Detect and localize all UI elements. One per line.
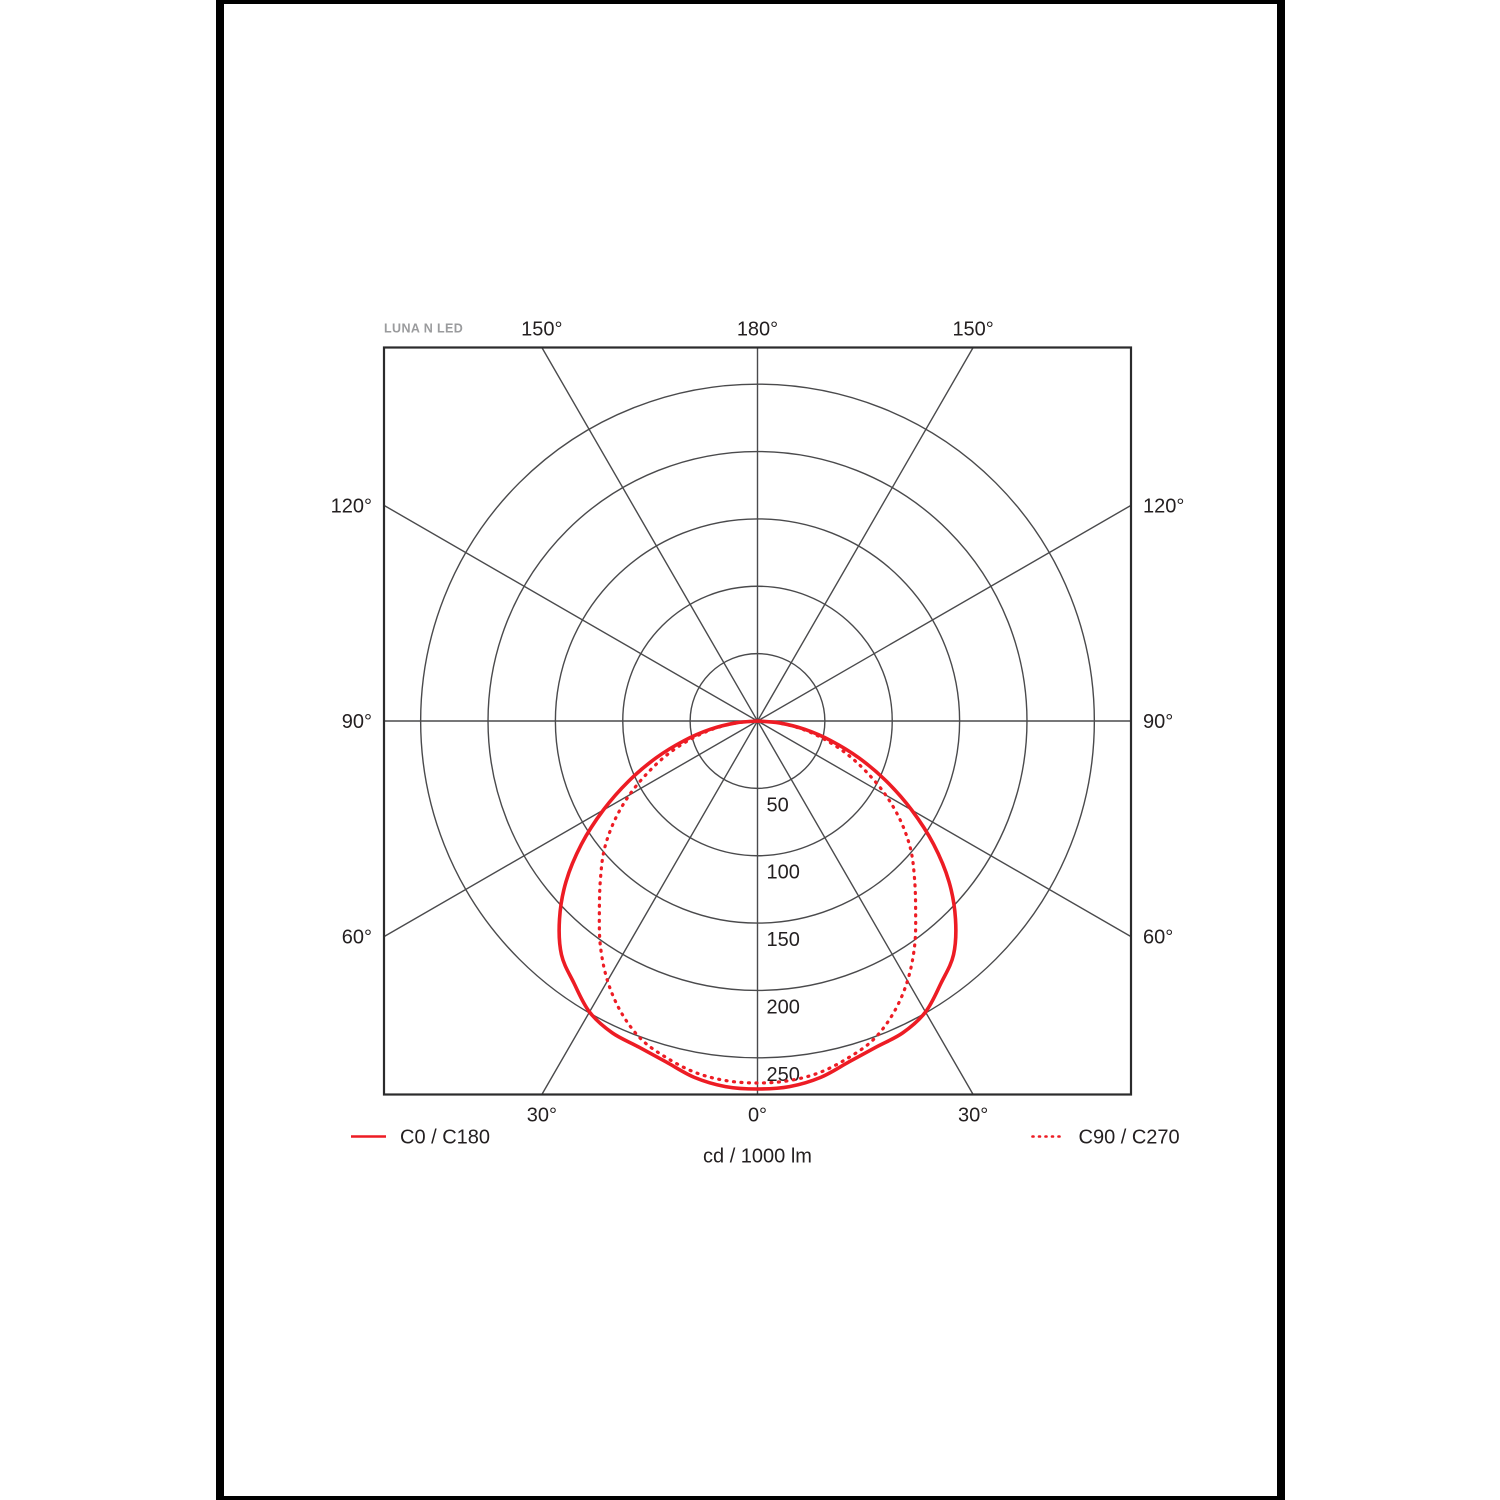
svg-text:30°: 30° bbox=[958, 1105, 988, 1127]
svg-text:0°: 0° bbox=[748, 1105, 767, 1127]
svg-text:30°: 30° bbox=[527, 1105, 557, 1127]
svg-text:90°: 90° bbox=[342, 711, 372, 733]
svg-text:60°: 60° bbox=[1143, 927, 1173, 949]
svg-text:150: 150 bbox=[767, 929, 800, 951]
svg-text:90°: 90° bbox=[1143, 711, 1173, 733]
svg-text:50: 50 bbox=[767, 794, 789, 816]
svg-text:C90 / C270: C90 / C270 bbox=[1079, 1127, 1180, 1149]
svg-text:150°: 150° bbox=[521, 319, 562, 341]
svg-text:60°: 60° bbox=[342, 927, 372, 949]
svg-text:150°: 150° bbox=[952, 319, 993, 341]
svg-text:180°: 180° bbox=[737, 319, 778, 341]
svg-text:120°: 120° bbox=[331, 495, 372, 517]
svg-text:C0 / C180: C0 / C180 bbox=[400, 1127, 490, 1149]
svg-text:100: 100 bbox=[767, 862, 800, 884]
svg-text:200: 200 bbox=[767, 996, 800, 1018]
svg-text:LUNA N LED: LUNA N LED bbox=[384, 322, 463, 336]
svg-text:120°: 120° bbox=[1143, 495, 1184, 517]
svg-text:cd / 1000 lm: cd / 1000 lm bbox=[703, 1146, 812, 1168]
